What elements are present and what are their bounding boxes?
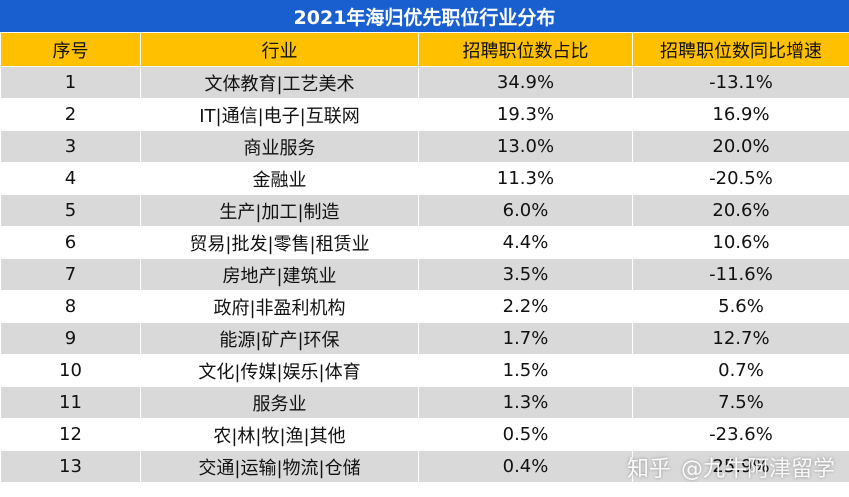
header-growth: 招聘职位数同比增速 xyxy=(632,32,849,67)
watermark-author: @九牛阿津留学 xyxy=(680,457,835,482)
table-row: 1 文体教育|工艺美术 34.9% -13.1% xyxy=(0,66,849,99)
cell-index: 5 xyxy=(0,194,141,227)
cell-industry: 文体教育|工艺美术 xyxy=(140,66,419,99)
table-row: 2 IT|通信|电子|互联网 19.3% 16.9% xyxy=(0,98,849,131)
cell-share: 3.5% xyxy=(418,258,633,291)
cell-industry: 政府|非盈利机构 xyxy=(140,290,419,323)
cell-industry: 服务业 xyxy=(140,386,419,419)
cell-index: 9 xyxy=(0,322,141,355)
cell-share: 1.3% xyxy=(418,386,633,419)
cell-growth: -20.5% xyxy=(632,162,849,195)
cell-index: 2 xyxy=(0,98,141,131)
cell-index: 8 xyxy=(0,290,141,323)
cell-index: 4 xyxy=(0,162,141,195)
cell-index: 1 xyxy=(0,66,141,99)
cell-share: 1.7% xyxy=(418,322,633,355)
cell-index: 3 xyxy=(0,130,141,163)
cell-growth: 10.6% xyxy=(632,226,849,259)
watermark-site: 知乎 xyxy=(626,457,671,482)
cell-share: 0.5% xyxy=(418,418,633,451)
table-row: 4 金融业 11.3% -20.5% xyxy=(0,162,849,195)
cell-index: 10 xyxy=(0,354,141,387)
cell-index: 7 xyxy=(0,258,141,291)
cell-industry: 农|林|牧|渔|其他 xyxy=(140,418,419,451)
cell-share: 0.4% xyxy=(418,450,633,483)
cell-growth: -11.6% xyxy=(632,258,849,291)
cell-growth: 0.7% xyxy=(632,354,849,387)
cell-industry: IT|通信|电子|互联网 xyxy=(140,98,419,131)
cell-share: 4.4% xyxy=(418,226,633,259)
cell-share: 19.3% xyxy=(418,98,633,131)
table-row: 6 贸易|批发|零售|租赁业 4.4% 10.6% xyxy=(0,226,849,259)
table-row: 12 农|林|牧|渔|其他 0.5% -23.6% xyxy=(0,418,849,451)
cell-growth: 20.6% xyxy=(632,194,849,227)
cell-share: 1.5% xyxy=(418,354,633,387)
cell-growth: 16.9% xyxy=(632,98,849,131)
table-row: 8 政府|非盈利机构 2.2% 5.6% xyxy=(0,290,849,323)
cell-industry: 房地产|建筑业 xyxy=(140,258,419,291)
cell-share: 6.0% xyxy=(418,194,633,227)
cell-industry: 贸易|批发|零售|租赁业 xyxy=(140,226,419,259)
table-title: 2021年海归优先职位行业分布 xyxy=(0,0,849,32)
cell-share: 34.9% xyxy=(418,66,633,99)
cell-growth: -13.1% xyxy=(632,66,849,99)
industry-distribution-table: 序号 行业 招聘职位数占比 招聘职位数同比增速 1 文体教育|工艺美术 34.9% -… xyxy=(0,32,849,483)
table-row: 10 文化|传媒|娱乐|体育 1.5% 0.7% xyxy=(0,354,849,387)
cell-share: 11.3% xyxy=(418,162,633,195)
cell-index: 11 xyxy=(0,386,141,419)
table-row: 13 交通|运输|物流|仓储 0.4% 25.9% xyxy=(0,450,849,483)
cell-index: 13 xyxy=(0,450,141,483)
watermark: 知乎 @九牛阿津留学 xyxy=(627,451,835,483)
table-header-row: 序号 行业 招聘职位数占比 招聘职位数同比增速 xyxy=(0,32,849,67)
cell-industry: 生产|加工|制造 xyxy=(140,194,419,227)
table-row: 7 房地产|建筑业 3.5% -11.6% xyxy=(0,258,849,291)
header-industry: 行业 xyxy=(140,32,419,67)
cell-growth: 12.7% xyxy=(632,322,849,355)
cell-industry: 文化|传媒|娱乐|体育 xyxy=(140,354,419,387)
cell-industry: 交通|运输|物流|仓储 xyxy=(140,450,419,483)
cell-growth: -23.6% xyxy=(632,418,849,451)
cell-industry: 金融业 xyxy=(140,162,419,195)
cell-industry: 能源|矿产|环保 xyxy=(140,322,419,355)
cell-growth: 20.0% xyxy=(632,130,849,163)
cell-growth: 5.6% xyxy=(632,290,849,323)
table-row: 5 生产|加工|制造 6.0% 20.6% xyxy=(0,194,849,227)
cell-share: 13.0% xyxy=(418,130,633,163)
cell-index: 12 xyxy=(0,418,141,451)
cell-growth: 25.9% xyxy=(632,450,849,483)
cell-growth: 7.5% xyxy=(632,386,849,419)
table-row: 9 能源|矿产|环保 1.7% 12.7% xyxy=(0,322,849,355)
cell-index: 6 xyxy=(0,226,141,259)
table-row: 3 商业服务 13.0% 20.0% xyxy=(0,130,849,163)
table-row: 11 服务业 1.3% 7.5% xyxy=(0,386,849,419)
header-index: 序号 xyxy=(0,32,141,67)
header-share: 招聘职位数占比 xyxy=(418,32,633,67)
cell-industry: 商业服务 xyxy=(140,130,419,163)
cell-share: 2.2% xyxy=(418,290,633,323)
